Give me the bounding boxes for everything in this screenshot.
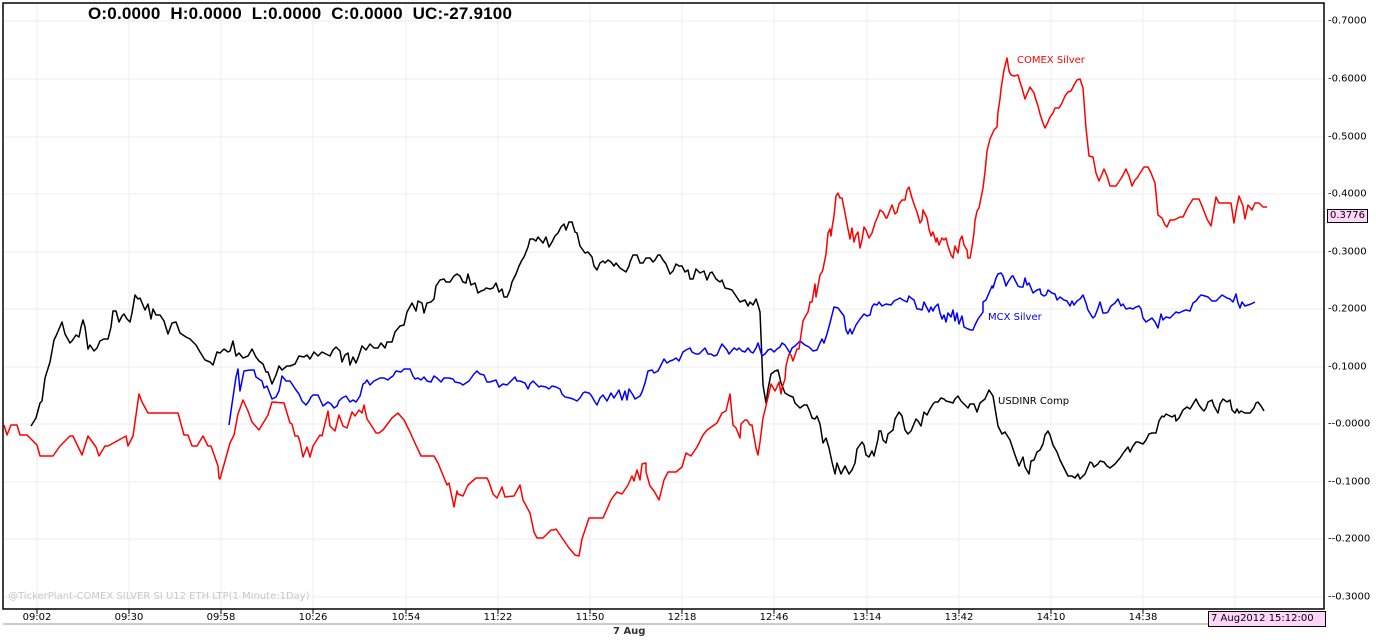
x-axis-label: 12:46 [759,612,789,623]
grid-lines [4,4,1323,608]
mcx-silver-series-line[interactable] [228,272,1256,426]
x-axis-label: 10:26 [298,612,328,623]
plot-frame [2,2,1325,610]
x-axis-label: 11:22 [483,612,513,623]
x-axis-label: 10:54 [391,612,421,623]
x-axis-label: 12:18 [667,612,697,623]
y-axis-label: -0.7000 [1328,15,1367,27]
x-axis-label: 13:14 [852,612,882,623]
y-axis-label: -0.2000 [1328,303,1367,315]
y-axis-label: -0.1000 [1328,361,1367,373]
usdinr-series-line[interactable] [30,221,1265,480]
x-axis-date-label: 7 Aug [613,626,646,637]
x-axis-label: 13:42 [944,612,974,623]
y-axis-label: -0.4000 [1328,188,1367,200]
x-axis-label: 11:50 [575,612,605,623]
y-axis-label: --0.3000 [1328,591,1371,603]
usdinr-series-label: USDINR Comp [998,396,1070,407]
mcx-silver-series-label: MCX Silver [988,312,1042,323]
chart-watermark: @TickerPlant-COMEX SILVER SI U12 ETH LTP… [8,591,310,602]
y-axis-label: -0.6000 [1328,73,1367,85]
x-axis-label: 09:30 [114,612,144,623]
ohlc-readout: O:0.0000 H:0.0000 L:0.0000 C:0.0000 UC:-… [88,4,513,23]
crosshair-datetime-marker: 7 Aug2012 15:12:00 [1208,611,1326,627]
y-axis-label: --0.2000 [1328,533,1371,545]
x-axis-label: 09:58 [206,612,236,623]
x-axis-label: 14:38 [1128,612,1158,623]
x-axis-ticks [36,609,1144,614]
last-price-marker: 0.3776 [1327,209,1368,223]
comex-silver-series-line[interactable] [3,57,1267,557]
y-axis-label: -0.5000 [1328,131,1367,143]
y-axis-label: --0.0000 [1328,418,1371,430]
y-axis-label: --0.1000 [1328,476,1371,488]
x-axis-label: 14:10 [1036,612,1066,623]
comex-silver-series-label: COMEX Silver [1017,55,1085,66]
y-axis-label: -0.3000 [1328,246,1367,258]
x-axis-label: 09:02 [22,612,52,623]
